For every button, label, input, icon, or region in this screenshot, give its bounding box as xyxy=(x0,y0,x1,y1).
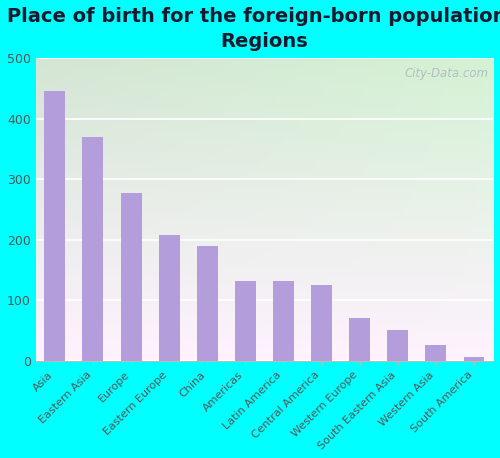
Bar xyxy=(44,91,66,360)
Bar xyxy=(426,345,446,360)
Bar xyxy=(464,357,484,360)
Text: City-Data.com: City-Data.com xyxy=(404,67,488,80)
Title: Place of birth for the foreign-born population -
Regions: Place of birth for the foreign-born popu… xyxy=(8,7,500,51)
Bar xyxy=(273,281,294,360)
Bar xyxy=(82,136,103,360)
Bar xyxy=(235,281,256,360)
Bar xyxy=(197,245,218,360)
Bar xyxy=(158,235,180,360)
Bar xyxy=(120,193,142,360)
Bar xyxy=(349,318,370,360)
Bar xyxy=(388,330,408,360)
Bar xyxy=(311,285,332,360)
